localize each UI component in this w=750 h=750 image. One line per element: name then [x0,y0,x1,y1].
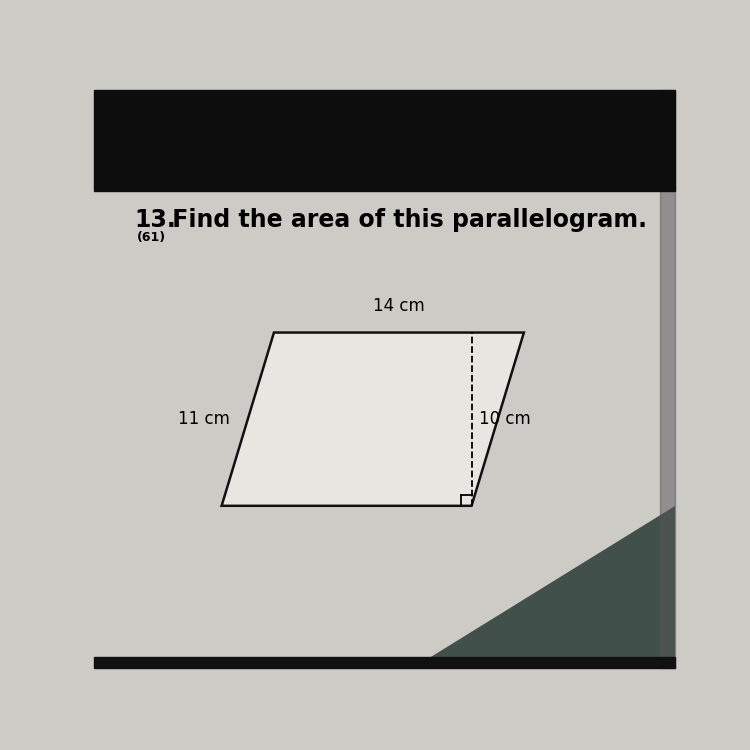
Bar [94,90,675,191]
Text: 10 cm: 10 cm [478,410,530,428]
Text: 11 cm: 11 cm [178,410,230,428]
Polygon shape [413,506,675,668]
Bar [94,657,675,668]
Text: 13.: 13. [134,209,176,232]
Polygon shape [222,332,524,506]
Bar [661,90,675,668]
Text: Find the area of this parallelogram.: Find the area of this parallelogram. [164,209,646,232]
Text: 14 cm: 14 cm [373,297,424,315]
Text: (61): (61) [137,232,166,244]
